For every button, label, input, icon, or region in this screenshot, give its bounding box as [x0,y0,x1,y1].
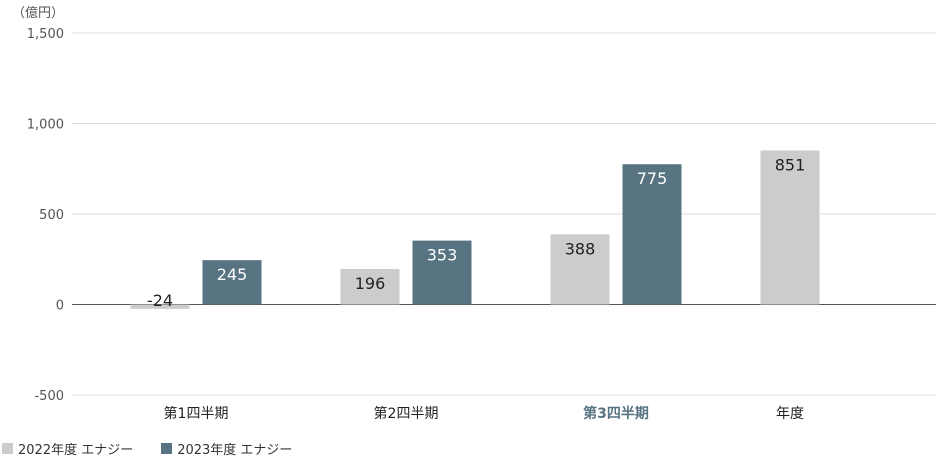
category-label: 第3四半期 [583,405,649,422]
y-tick-label: 0 [56,299,64,314]
y-tick-label: 1,000 [27,118,64,133]
bar-2022-3 [760,150,820,305]
y-tick-label: -500 [34,389,64,404]
legend-item-2023: 2023年度 エナジー [161,439,292,458]
data-label: 196 [355,274,386,293]
data-label: 353 [427,246,458,265]
legend-swatch-2023 [161,442,173,454]
category-label: 第2四半期 [374,405,439,422]
bar-chart: （億円） -500 0 500 1,000 1,500 -24 245 196 353 388 7… [12,5,936,422]
data-label: 775 [637,169,668,188]
data-label: -24 [147,291,173,310]
y-tick-label: 1,500 [27,27,64,42]
bars: -24 245 196 353 388 775 851 [130,150,820,310]
category-label: 年度 [776,406,804,422]
legend: 2022年度 エナジー 2023年度 エナジー [2,439,320,458]
bar-2022-2 [550,234,610,305]
bar-2023-0 [202,260,262,305]
x-axis-category-labels: 第1四半期 第2四半期 第3四半期 年度 [164,405,804,422]
data-label: 388 [565,239,596,258]
bar-2022-0 [130,304,190,309]
y-tick-label: 500 [39,208,64,223]
legend-label-2023: 2023年度 エナジー [177,442,293,458]
bar-2023-1 [412,240,472,305]
category-label: 第1四半期 [164,405,229,422]
unit-label: （億円） [12,5,64,21]
legend-label-2022: 2022年度 エナジー [18,442,134,458]
legend-swatch-2022 [2,442,13,454]
bar-2022-1 [340,269,400,305]
data-label: 851 [775,155,806,174]
legend-item-2022: 2022年度 エナジー [2,439,133,458]
y-axis-tick-labels: -500 0 500 1,000 1,500 [27,27,64,404]
data-label: 245 [217,265,248,284]
bar-2023-2 [622,164,682,305]
